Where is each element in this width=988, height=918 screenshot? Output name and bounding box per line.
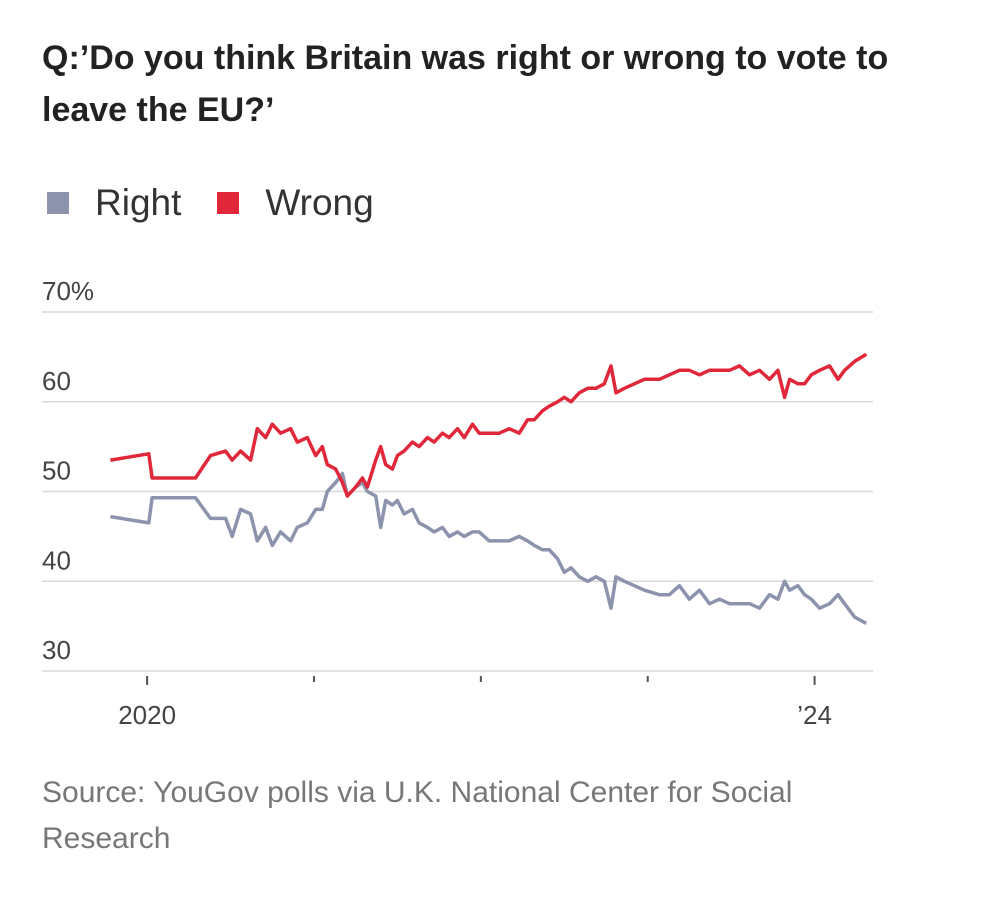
x-tick-label: ’24	[797, 700, 832, 730]
source-note: Source: YouGov polls via U.K. National C…	[42, 776, 793, 855]
legend-swatch	[217, 192, 240, 214]
legend-swatch	[47, 192, 69, 214]
y-tick-label: 40	[42, 545, 71, 575]
legend-label: Right	[95, 182, 182, 223]
series-line	[110, 471, 868, 625]
legend: Right Wrong	[47, 182, 410, 224]
chart: 30 40 50 60 70% 2020 ’24	[42, 276, 873, 730]
chart-title: Q:’Do you think Britain was right or wro…	[42, 39, 889, 129]
x-tick-label: 2020	[118, 700, 176, 730]
legend-label: Wrong	[265, 182, 374, 223]
series-line	[110, 352, 868, 498]
y-tick-label: 30	[42, 635, 71, 665]
y-tick-label: 50	[42, 456, 71, 486]
y-tick-label: 60	[42, 366, 71, 396]
y-tick-label: 70%	[42, 276, 94, 306]
